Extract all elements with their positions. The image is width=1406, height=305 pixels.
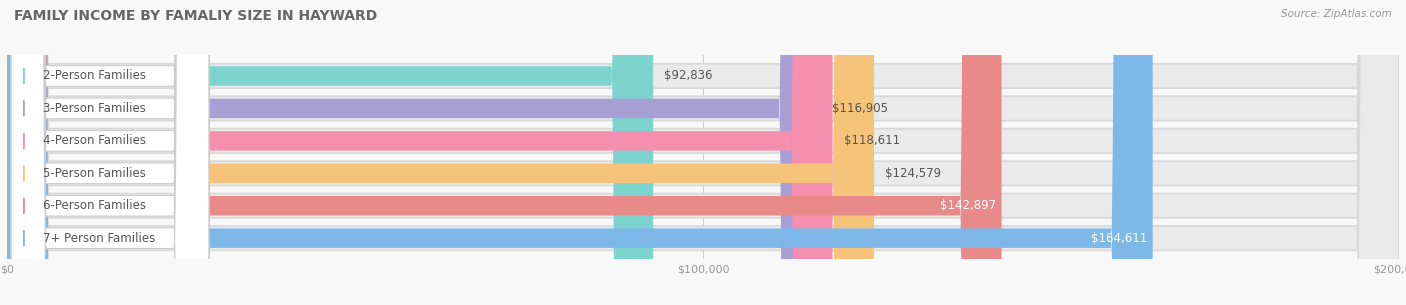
Text: $124,579: $124,579 <box>886 167 942 180</box>
Text: FAMILY INCOME BY FAMALIY SIZE IN HAYWARD: FAMILY INCOME BY FAMALIY SIZE IN HAYWARD <box>14 9 377 23</box>
FancyBboxPatch shape <box>11 0 209 305</box>
Text: $118,611: $118,611 <box>844 135 900 147</box>
Text: 6-Person Families: 6-Person Families <box>44 199 146 212</box>
FancyBboxPatch shape <box>11 0 209 305</box>
FancyBboxPatch shape <box>7 0 875 305</box>
FancyBboxPatch shape <box>11 0 209 305</box>
FancyBboxPatch shape <box>7 0 821 305</box>
Text: $92,836: $92,836 <box>664 70 713 82</box>
FancyBboxPatch shape <box>7 0 1153 305</box>
FancyBboxPatch shape <box>7 0 1399 305</box>
Text: $142,897: $142,897 <box>939 199 995 212</box>
FancyBboxPatch shape <box>7 0 654 305</box>
FancyBboxPatch shape <box>7 0 832 305</box>
FancyBboxPatch shape <box>7 0 1399 305</box>
FancyBboxPatch shape <box>7 0 1399 305</box>
Text: $116,905: $116,905 <box>832 102 887 115</box>
FancyBboxPatch shape <box>7 0 1399 305</box>
FancyBboxPatch shape <box>11 0 209 305</box>
Text: 7+ Person Families: 7+ Person Families <box>44 232 156 245</box>
Text: 4-Person Families: 4-Person Families <box>44 135 146 147</box>
Text: 3-Person Families: 3-Person Families <box>44 102 146 115</box>
Text: Source: ZipAtlas.com: Source: ZipAtlas.com <box>1281 9 1392 19</box>
FancyBboxPatch shape <box>7 0 1399 305</box>
FancyBboxPatch shape <box>7 0 1399 305</box>
FancyBboxPatch shape <box>11 0 209 305</box>
FancyBboxPatch shape <box>11 0 209 305</box>
Text: 5-Person Families: 5-Person Families <box>44 167 146 180</box>
Text: 2-Person Families: 2-Person Families <box>44 70 146 82</box>
Text: $164,611: $164,611 <box>1091 232 1147 245</box>
FancyBboxPatch shape <box>7 0 1001 305</box>
